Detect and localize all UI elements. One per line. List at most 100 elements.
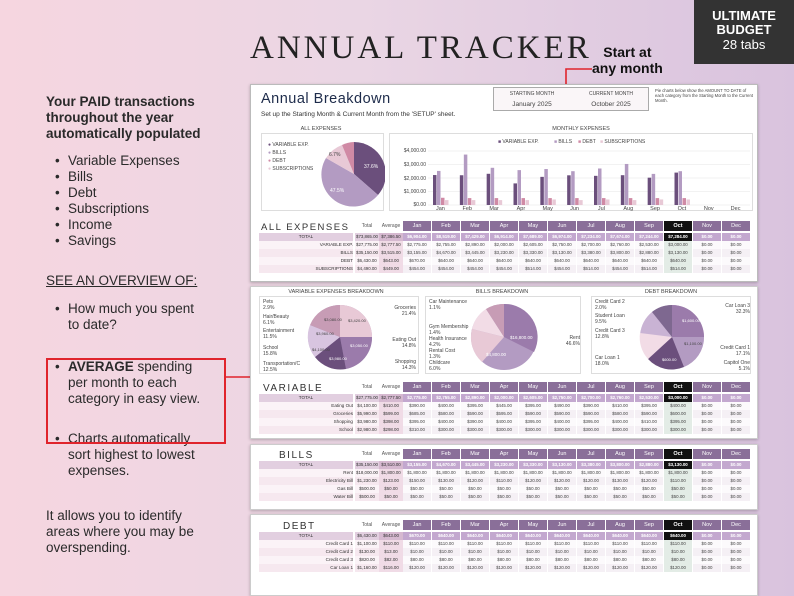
month-cell: $50.00 [403,493,431,501]
x-tick-label: Jan [435,206,445,212]
label-name: Transportation/C [263,361,301,367]
month-cell: $1,800.00 [432,469,460,477]
pie-slice [652,305,672,337]
bar-jan-1 [437,170,441,205]
month-header-mar: Mar [461,382,489,392]
month-cell: $50.00 [664,485,692,493]
bar-apr-0 [513,183,517,205]
label-name: School [263,345,279,351]
month-cell: $110.00 [432,540,460,548]
month-cell: $110.00 [461,540,489,548]
month-header-jan: Jan [403,221,431,231]
month-cell: $0.00 [693,426,721,434]
pie-slice [672,305,704,337]
pie-slice [310,304,340,337]
row-average: $643.00 [379,257,403,265]
pie-value: $3,080.00 [324,317,342,322]
month-header-oct: Oct [664,382,692,392]
month-cell: $2,755.00 [432,241,460,249]
month-cell: $0.00 [722,418,750,426]
month-header-feb: Feb [432,221,460,231]
month-cell: $50.00 [577,493,605,501]
all-expenses-pie [321,142,385,207]
current-month-value[interactable]: October 2025 [591,101,631,108]
total-row-label: TOTAL [259,461,353,469]
month-cell: $0.00 [693,548,721,556]
pie-label: Credit Card 2 2.0% [595,299,625,311]
bar-jul-0 [594,175,598,205]
month-cell: $395.00 [519,402,547,410]
row-total: $130.00 [355,548,379,556]
row-total: $2,980.00 [355,426,379,434]
month-header-mar: Mar [461,221,489,231]
row-average: $410.00 [379,402,403,410]
x-tick-label: Sep [650,206,660,212]
month-cell: $50.00 [664,493,692,501]
start-note: Start at any month [592,44,663,76]
label-name: Credit Card 2 [595,299,625,305]
month-cell: $1,800.00 [403,469,431,477]
row-average: $2,777.50 [379,394,403,402]
row-average: $449.00 [379,265,403,273]
bar-jan-2 [441,197,445,205]
month-cell: $7,284.00 [664,233,692,241]
month-cell: $0.00 [693,477,721,485]
list-item: Income [46,217,246,233]
month-cell: $2,880.00 [635,249,663,257]
column-header-average: Average [381,223,401,229]
month-cell: $2,000.00 [490,241,518,249]
month-cell: $80.00 [461,556,489,564]
month-cell: $8,519.00 [432,233,460,241]
month-cell: $0.00 [722,265,750,273]
month-header-dec: Dec [722,382,750,392]
month-header-sep: Sep [635,382,663,392]
month-cell: $395.00 [519,418,547,426]
month-cell: $454.00 [432,265,460,273]
month-cell: $120.00 [461,564,489,572]
month-header-nov: Nov [693,449,721,459]
starting-month-value[interactable]: January 2025 [512,101,552,108]
footer-text: It allows you to identify areas where yo… [46,508,246,556]
legend-label: SUBSCRIPTIONS [272,166,314,172]
month-header-nov: Nov [693,221,721,231]
month-cell: $0.00 [693,461,721,469]
all-expenses-table: Total Average Jan Feb Mar Apr May Jun Jul Aug Sep O… [259,221,751,279]
month-header-jun: Jun [548,449,576,459]
month-cell: $2,890.00 [461,394,489,402]
month-cell: $590.00 [461,410,489,418]
month-header-sep: Sep [635,520,663,530]
pie-label: Shopping 14.3% [384,359,416,371]
month-cell: $1,800.00 [461,469,489,477]
month-header-aug: Aug [606,449,634,459]
overview-heading: SEE AN OVERVIEW OF: [46,273,198,288]
column-header-total: Total [361,223,373,229]
month-header-jan: Jan [403,520,431,530]
pie-value: $3,980.00 [329,356,347,361]
month-cell: $120.00 [519,477,547,485]
paid-line: automatically populated [46,126,201,141]
pie-slice [504,303,538,352]
row-total: $3,980.00 [355,418,379,426]
month-header-feb: Feb [432,449,460,459]
bar-mar-3 [498,200,503,205]
pie-label: Gym Membership 1.4% [429,324,468,336]
month-header-nov: Nov [693,520,721,530]
row-total: $500.00 [355,493,379,501]
bar-jul-2 [602,198,606,205]
category-list: Variable Expenses Bills Debt Subscriptio… [46,153,246,249]
row-label: VARIABLE EXP. [259,241,353,249]
month-cell: $10.00 [403,548,431,556]
bullet-charts: Charts automatically sort highest to low… [46,431,246,479]
row-label: Credit Card 3 [259,556,353,564]
label-pct: 6.1% [263,320,275,326]
month-cell: $640.00 [606,257,634,265]
legend-label: DEBT [272,158,286,164]
bar-oct-0 [674,172,678,205]
y-tick: $4,000.00 [403,148,426,154]
month-cell: $640.00 [490,532,518,540]
month-cell: $50.00 [548,485,576,493]
month-header-feb: Feb [432,382,460,392]
month-cell: $3,380.00 [577,249,605,257]
month-cell: $50.00 [519,485,547,493]
bullet-line: sort highest to lowest [68,447,195,462]
